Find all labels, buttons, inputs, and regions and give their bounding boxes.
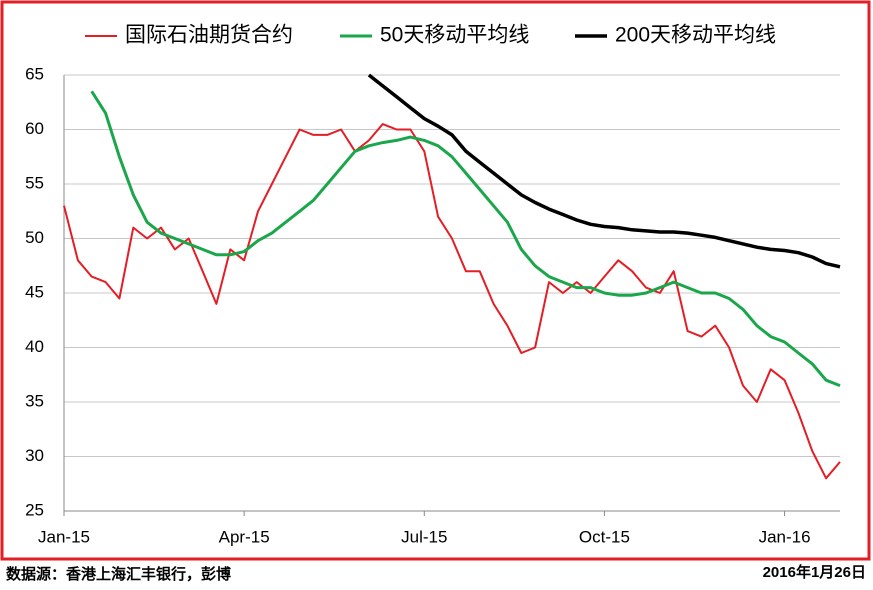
x-tick-label: Jan-16: [759, 527, 811, 546]
y-tick-label: 35: [25, 391, 44, 410]
series-line: [367, 73, 841, 269]
y-tick-label: 50: [25, 228, 44, 247]
y-tick-label: 25: [25, 500, 44, 519]
y-tick-label: 65: [25, 64, 44, 83]
x-tick-label: Jul-15: [401, 527, 447, 546]
x-tick-label: Oct-15: [579, 527, 630, 546]
y-tick-label: 45: [25, 282, 44, 301]
legend-label: 200天移动平均线: [615, 24, 776, 47]
y-tick-label: 60: [25, 119, 44, 138]
source-note: 数据源：香港上海汇丰银行，彭博: [6, 565, 231, 583]
y-tick-label: 30: [25, 446, 44, 465]
series-line: [90, 90, 841, 387]
legend-label: 50天移动平均线: [380, 24, 529, 47]
y-tick-label: 40: [25, 337, 44, 356]
x-tick-label: Jan-15: [38, 527, 90, 546]
x-tick-label: Apr-15: [219, 527, 270, 546]
legend-label: 国际石油期货合约: [125, 24, 293, 47]
y-tick-label: 55: [25, 173, 44, 192]
frame: [0, 0, 871, 561]
date-note: 2016年1月26日: [763, 563, 866, 581]
series-line: [63, 123, 841, 480]
